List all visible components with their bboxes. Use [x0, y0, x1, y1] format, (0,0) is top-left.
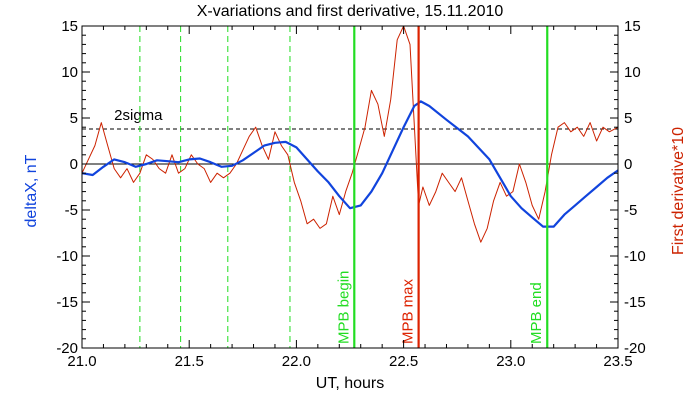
y-right-tick-label-7: -20	[624, 340, 646, 357]
y-right-tick-label-1: 10	[624, 64, 641, 81]
series-line-first-derivative-10	[81, 25, 619, 243]
series-line-deltax	[81, 100, 619, 228]
x-tick-label-5: 23.5	[603, 353, 632, 370]
y-right-tick-label-4: -5	[624, 202, 637, 219]
x-tick-label-1: 21.5	[175, 353, 204, 370]
x-tick-label-3: 22.5	[389, 353, 418, 370]
y-right-tick-label-6: -15	[624, 294, 646, 311]
series-layer	[81, 25, 619, 243]
chart-title: X-variations and first derivative, 15.11…	[197, 3, 504, 20]
x-tick-label-2: 22.0	[282, 353, 311, 370]
plot-frame	[81, 25, 619, 349]
marker-label-1: MPB max	[400, 278, 417, 344]
y-right-tick-label-3: 0	[624, 156, 632, 173]
x-tick-label-0: 21.0	[67, 353, 96, 370]
y-right-tick-label-2: 5	[624, 110, 632, 127]
x-tick-label-4: 23.0	[496, 353, 525, 370]
y-right-tick-label-0: 15	[624, 18, 641, 35]
y-left-tick-label-0: 15	[61, 18, 78, 35]
y-left-tick-label-7: -20	[56, 340, 78, 357]
y-left-tick-label-5: -10	[56, 248, 78, 265]
y-axis-left-title: deltaX, nT	[23, 154, 40, 227]
y-left-tick-label-6: -15	[56, 294, 78, 311]
reference-lines: 2sigma	[82, 26, 618, 348]
y-axis-right-title: First derivative*10	[670, 127, 687, 255]
x-axis-title: UT, hours	[316, 375, 384, 392]
marker-lines: MPB begin MPB max MPB end	[335, 26, 549, 348]
y-left-tick-label-2: 5	[70, 110, 78, 127]
axis-ticks: 21.0 21.5 22.0 22.5 23.0 23.5 15 15 10 10 5 5 0 0 -5 -5…	[56, 18, 645, 370]
y-left-tick-label-1: 10	[61, 64, 78, 81]
y-right-tick-label-5: -10	[624, 248, 646, 265]
y-left-tick-label-3: 0	[70, 156, 78, 173]
threshold-label: 2sigma	[114, 107, 163, 124]
y-left-tick-label-4: -5	[65, 202, 78, 219]
marker-label-2: MPB end	[528, 282, 545, 344]
marker-label-0: MPB begin	[335, 271, 352, 344]
